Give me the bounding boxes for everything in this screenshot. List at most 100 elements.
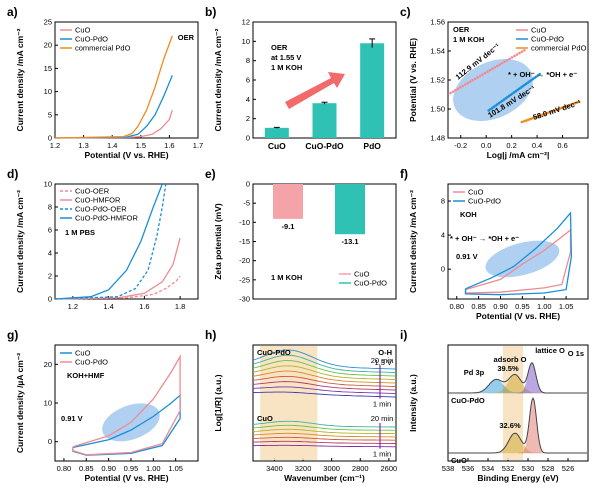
y-axis-label-c: Potential (V vs. RHE) — [408, 38, 418, 122]
data-point-c — [518, 51, 521, 55]
annotation-c: 1 M KOH — [453, 35, 484, 44]
y-tick-label-a: 25 — [44, 18, 52, 27]
y-tick-label-e: -10 — [239, 218, 250, 227]
envelope-line-i — [448, 362, 587, 394]
x-tick-label-c: 0.4 — [532, 141, 542, 150]
category-label-b: PdO — [363, 141, 381, 151]
bar-b — [264, 127, 289, 138]
marker-label-f: 0.91 V — [456, 252, 478, 261]
y-tick-label-e: 0 — [246, 180, 250, 189]
data-point-c — [493, 66, 497, 69]
highlight-band-h — [260, 346, 318, 460]
group-label-i: CuO — [451, 456, 467, 465]
panel-label-a: a) — [7, 5, 18, 19]
panel-label-h: h) — [205, 328, 216, 342]
spectrum-line-h — [252, 360, 397, 377]
data-point-c — [488, 68, 492, 72]
data-point-c — [451, 90, 455, 93]
x-tick-label-i: 534 — [482, 464, 495, 473]
y-tick-label-d: 10 — [44, 180, 52, 189]
data-point-c — [498, 63, 502, 66]
x-tick-label-d: 1.2 — [68, 302, 78, 311]
x-tick-label-g: 0.90 — [101, 464, 116, 473]
category-label-b: CuO-PdO — [305, 141, 344, 151]
y-tick-label-e: -15 — [239, 237, 250, 246]
y-tick-label-f: 8 — [441, 197, 445, 206]
data-point-c — [491, 67, 494, 71]
y-axis-label-f: Current density /mA cm⁻² — [408, 190, 418, 293]
marker-label-g: 0.91 V — [61, 414, 83, 423]
x-tick-label-a: 1.6 — [164, 141, 174, 150]
panel-frame-i — [447, 344, 589, 462]
annotation-e: 1 M KOH — [271, 273, 302, 282]
x-tick-label-f: 0.85 — [471, 302, 486, 311]
annotation-g: KOH+HMF — [67, 371, 105, 380]
data-point-c — [523, 48, 526, 52]
annotation-h: O-H — [378, 348, 392, 357]
panel-frame-f — [447, 183, 589, 300]
x-tick-label-a: 1.5 — [136, 141, 146, 150]
data-point-c — [468, 80, 472, 83]
annotation-f: KOH — [460, 210, 477, 219]
data-point-c — [513, 54, 516, 58]
y-tick-label-d: 8 — [48, 203, 52, 212]
x-tick-label-c: 0.2 — [506, 141, 516, 150]
data-point-c — [456, 87, 460, 91]
x-tick-label-g: 0.80 — [57, 464, 72, 473]
x-tick-label-d: 1.8 — [175, 302, 185, 311]
x-axis-label-f: Potential (V vs. RHE) — [476, 311, 560, 321]
series-line-d — [54, 275, 181, 300]
legend-e-entry: CuO — [354, 270, 370, 279]
x-tick-label-f: 0.95 — [515, 302, 530, 311]
data-point-c — [473, 77, 477, 81]
annotation-h: 1.3 V — [374, 358, 392, 367]
label-lattice-i: lattice O — [535, 346, 565, 355]
x-tick-label-d: 1.4 — [103, 302, 113, 311]
data-point-c — [461, 84, 465, 88]
x-tick-label-h: 3200 — [295, 464, 312, 473]
data-point-c — [478, 74, 482, 78]
panel-label-f: f) — [400, 167, 408, 181]
y-axis-label-d: Current density /mA cm⁻² — [15, 190, 25, 293]
data-point-c — [459, 86, 462, 89]
data-point-c — [503, 60, 506, 63]
bar-e — [335, 184, 365, 235]
x-axis-label-a: Potential (V vs. RHE) — [84, 150, 168, 160]
legend-c-entry: commercial PdO — [531, 44, 587, 53]
x-tick-label-g: 0.95 — [124, 464, 139, 473]
data-point-c — [454, 88, 457, 92]
legend-f-entry: CuO-PdO — [468, 197, 501, 206]
panel-label-e: e) — [205, 167, 216, 181]
spectrum-line-h — [252, 424, 396, 431]
reaction-f: * + OH⁻ → *OH + e⁻ — [450, 234, 519, 243]
y-axis-label-e: Zeta potential (mV) — [213, 203, 223, 280]
value-label-e: -9.1 — [282, 222, 295, 231]
panel-frame-d — [54, 183, 199, 300]
data-point-c — [476, 76, 479, 79]
x-tick-label-a: 1.4 — [107, 141, 117, 150]
legend-d-entry: CuO-OER — [75, 187, 110, 196]
x-axis-label-h: Wavenumber (cm⁻¹) — [284, 473, 365, 483]
series-line-d — [54, 183, 163, 300]
y-tick-label-a: 20 — [44, 41, 52, 50]
y-tick-label-g: 20 — [44, 360, 52, 369]
time-label-bottom-h: 1 min — [373, 450, 391, 459]
bar-b — [360, 43, 385, 139]
spectrum-line-h — [252, 428, 396, 435]
y-tick-label-b: 0 — [246, 134, 250, 143]
group-label-h: CuO — [257, 414, 273, 423]
data-point-c — [466, 81, 470, 85]
y-tick-label-d: 6 — [48, 226, 52, 235]
highlight-band-i — [503, 346, 523, 460]
y-tick-label-e: -20 — [239, 256, 250, 265]
legend-c-entry: CuO — [531, 26, 547, 35]
spectrum-line-h — [252, 370, 397, 384]
value-label-e: -13.1 — [341, 237, 358, 246]
label-adsorb-i: adsorb O — [494, 355, 527, 364]
x-axis-label-i: Binding Energy (eV) — [477, 473, 558, 483]
bar-e — [273, 184, 303, 219]
time-label-top-h: 20 min — [371, 356, 394, 365]
x-tick-label-a: 1.3 — [78, 141, 88, 150]
label-pct-top-i: 39.5% — [497, 364, 519, 373]
label-pd3p-i: Pd 3p — [464, 368, 485, 377]
